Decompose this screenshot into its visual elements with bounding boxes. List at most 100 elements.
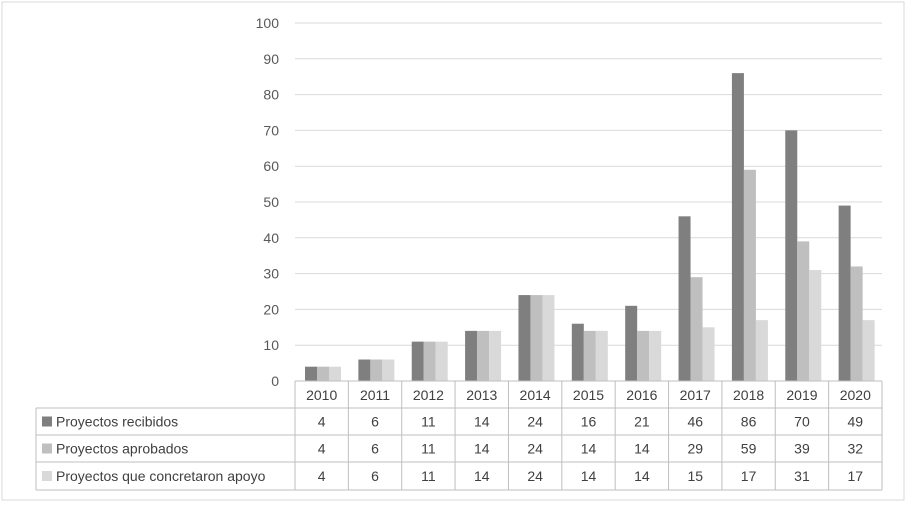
bar-2013-series-2 xyxy=(477,330,490,381)
bar-2020-series-3 xyxy=(862,320,875,381)
bar-2017-series-3 xyxy=(702,327,715,381)
bar-2015-series-1 xyxy=(571,323,584,381)
y-tick-label: 40 xyxy=(263,230,279,246)
bar-2015-series-2 xyxy=(583,330,596,381)
data-label: 17 xyxy=(848,468,864,484)
bar-2016-series-3 xyxy=(649,330,662,381)
category-label: 2012 xyxy=(413,387,444,403)
category-label: 2013 xyxy=(466,387,497,403)
y-axis-tick-labels: 0 10 20 30 40 50 60 70 80 90 100 xyxy=(256,15,280,389)
bar-2015-series-3 xyxy=(595,330,608,381)
legend-label: Proyectos aprobados xyxy=(56,441,188,457)
bar-2012-series-3 xyxy=(435,341,448,381)
data-label: 49 xyxy=(848,414,864,430)
data-label: 6 xyxy=(371,441,379,457)
x-axis-category-labels: 2010 2011 2012 2013 2014 2015 2016 2017 2018 2019… xyxy=(306,387,871,403)
data-label: 32 xyxy=(848,441,864,457)
bar-2014-series-2 xyxy=(530,295,543,381)
data-label: 15 xyxy=(687,468,703,484)
data-label: 16 xyxy=(581,414,597,430)
category-label: 2015 xyxy=(573,387,604,403)
data-label: 6 xyxy=(371,414,379,430)
bar-2010-series-3 xyxy=(329,366,341,381)
legend-swatch xyxy=(42,443,52,454)
data-label: 14 xyxy=(634,441,650,457)
bars xyxy=(305,73,875,382)
category-label: 2018 xyxy=(733,387,764,403)
bar-2010-series-2 xyxy=(317,366,329,381)
y-tick-label: 100 xyxy=(256,15,280,31)
data-label: 6 xyxy=(371,468,379,484)
bar-2018-series-3 xyxy=(755,320,768,381)
category-label: 2011 xyxy=(360,387,390,403)
y-gridlines xyxy=(295,22,882,346)
y-tick-label: 10 xyxy=(263,337,279,353)
category-label: 2016 xyxy=(626,387,657,403)
legend-swatch xyxy=(42,471,52,481)
data-label: 86 xyxy=(741,414,757,430)
data-label: 24 xyxy=(527,414,543,430)
bar-2019-series-1 xyxy=(785,130,798,381)
series-2-bars xyxy=(317,169,863,381)
data-label: 14 xyxy=(474,468,490,484)
table-row-series-1: Proyectos recibidos 4 6 11 14 24 16 21 46 86 70 49 xyxy=(42,414,863,430)
bar-2010-series-1 xyxy=(305,366,317,381)
data-label: 11 xyxy=(421,441,436,457)
data-label: 14 xyxy=(634,468,650,484)
category-label: 2017 xyxy=(680,387,711,403)
bar-2016-series-2 xyxy=(637,330,650,381)
y-tick-label: 90 xyxy=(263,51,279,67)
bar-2017-series-1 xyxy=(678,216,691,381)
data-label: 17 xyxy=(741,468,757,484)
data-label: 4 xyxy=(318,468,326,484)
data-label: 14 xyxy=(474,414,490,430)
series-3-bars xyxy=(329,270,875,381)
data-label: 11 xyxy=(421,414,436,430)
bar-2011-series-1 xyxy=(358,359,371,381)
table-row-series-3: Proyectos que concretaron apoyo 4 6 11 14 24 1… xyxy=(42,468,863,484)
y-tick-label: 50 xyxy=(263,194,279,210)
series-1-bars xyxy=(305,73,851,382)
data-label: 29 xyxy=(687,441,703,457)
y-tick-label: 60 xyxy=(263,158,279,174)
category-label: 2019 xyxy=(786,387,817,403)
bar-2012-series-2 xyxy=(423,341,436,381)
data-label: 21 xyxy=(634,414,650,430)
data-label: 24 xyxy=(527,468,543,484)
y-tick-label: 20 xyxy=(263,301,279,317)
data-label: 14 xyxy=(581,441,597,457)
bar-2019-series-3 xyxy=(809,270,822,381)
data-label: 39 xyxy=(794,441,810,457)
category-label: 2010 xyxy=(306,387,337,403)
legend-swatch xyxy=(42,416,52,427)
bar-2014-series-1 xyxy=(518,295,531,381)
data-label: 4 xyxy=(318,414,326,430)
bar-2018-series-1 xyxy=(731,73,744,382)
bar-2011-series-2 xyxy=(370,359,383,381)
bar-2016-series-1 xyxy=(625,305,638,381)
legend-label: Proyectos recibidos xyxy=(56,414,178,430)
bar-2013-series-3 xyxy=(489,330,502,381)
data-label: 59 xyxy=(741,441,757,457)
bar-2018-series-2 xyxy=(743,169,756,381)
table-row-series-2: Proyectos aprobados 4 6 11 14 24 14 14 29 59 39 32 xyxy=(42,441,863,457)
bar-2017-series-2 xyxy=(690,277,703,381)
y-tick-label: 30 xyxy=(263,266,279,282)
data-label: 14 xyxy=(474,441,490,457)
data-label: 70 xyxy=(794,414,810,430)
bar-2020-series-2 xyxy=(850,266,863,381)
category-label: 2020 xyxy=(840,387,871,403)
bar-2014-series-3 xyxy=(542,295,555,381)
bar-2011-series-3 xyxy=(382,359,395,381)
data-label: 31 xyxy=(794,468,810,484)
data-label: 46 xyxy=(687,414,703,430)
y-tick-label: 80 xyxy=(263,87,279,103)
category-label: 2014 xyxy=(520,387,551,403)
bar-2020-series-1 xyxy=(838,205,851,381)
data-table: Proyectos recibidos 4 6 11 14 24 16 21 46 86 70 49P… xyxy=(35,380,883,491)
bar-2013-series-1 xyxy=(465,330,478,381)
bar-2019-series-2 xyxy=(797,241,810,381)
data-label: 4 xyxy=(318,441,326,457)
